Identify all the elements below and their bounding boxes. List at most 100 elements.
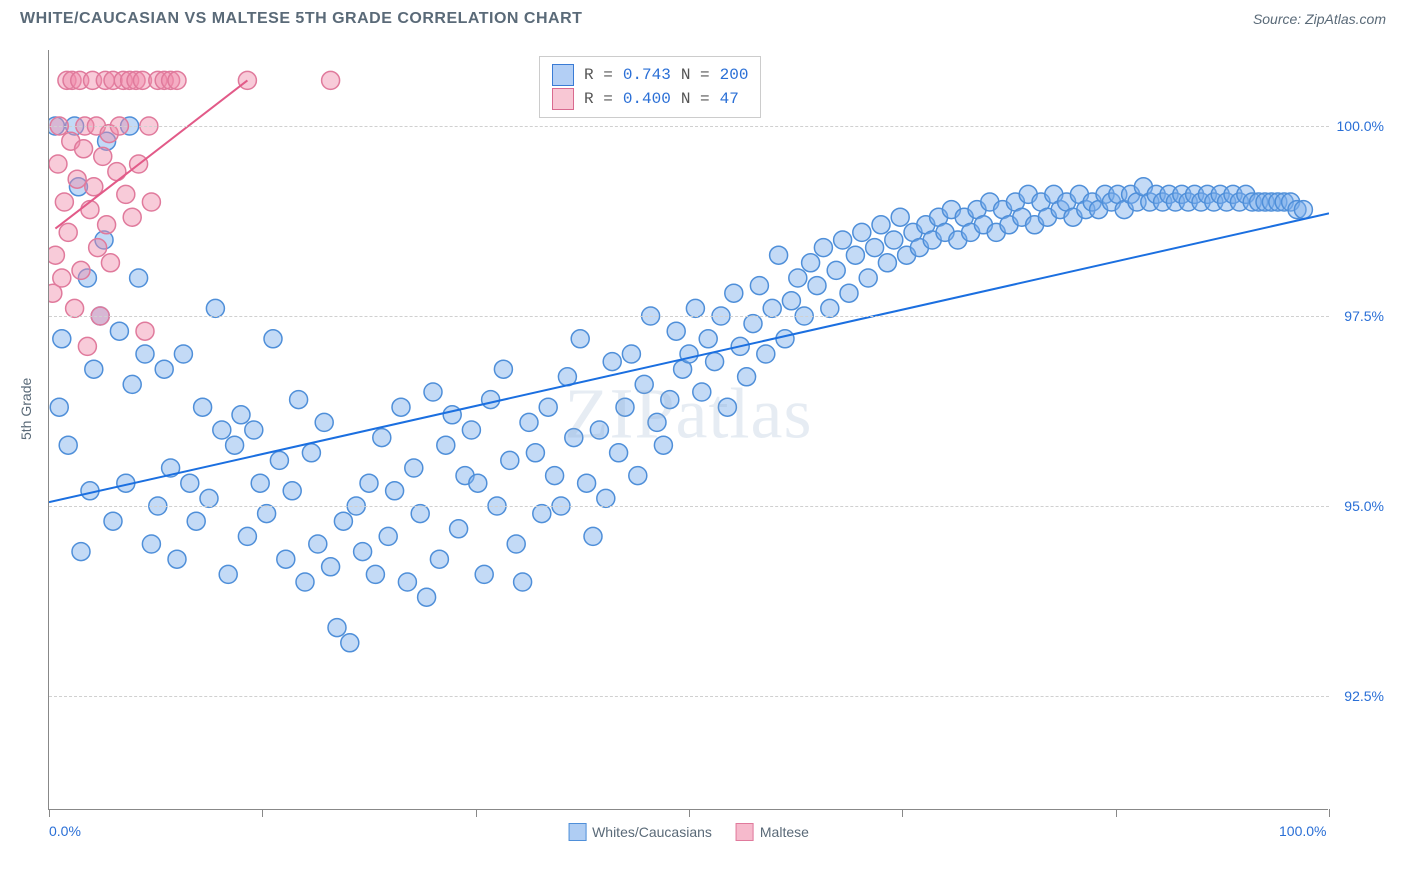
data-point [808, 277, 826, 295]
data-point [50, 398, 68, 416]
x-tick [49, 809, 50, 817]
x-tick-label: 100.0% [1279, 823, 1326, 839]
legend-swatch [552, 88, 574, 110]
data-point [206, 299, 224, 317]
data-point [597, 489, 615, 507]
legend-swatch [568, 823, 586, 841]
data-point [251, 474, 269, 492]
data-point [117, 185, 135, 203]
data-point [814, 239, 832, 257]
data-point [379, 527, 397, 545]
data-point [802, 254, 820, 272]
data-point [101, 254, 119, 272]
data-point [309, 535, 327, 553]
data-point [123, 208, 141, 226]
data-point [411, 505, 429, 523]
data-point [738, 368, 756, 386]
data-point [590, 421, 608, 439]
y-tick-label: 95.0% [1330, 498, 1384, 514]
data-point [725, 284, 743, 302]
data-point [181, 474, 199, 492]
stat-r-label: R = [584, 63, 613, 87]
data-point [168, 71, 186, 89]
data-point [59, 436, 77, 454]
data-point [94, 147, 112, 165]
data-point [142, 193, 160, 211]
stat-n-value: 200 [720, 63, 749, 87]
data-point [494, 360, 512, 378]
plot-area: ZIPatlas R = 0.743 N = 200 R = 0.400 N =… [48, 50, 1328, 810]
data-point [155, 360, 173, 378]
data-point [789, 269, 807, 287]
data-point [360, 474, 378, 492]
data-point [386, 482, 404, 500]
data-point [834, 231, 852, 249]
data-point [136, 345, 154, 363]
data-point [443, 406, 461, 424]
data-point [878, 254, 896, 272]
stats-row: R = 0.400 N = 47 [552, 87, 748, 111]
data-point [514, 573, 532, 591]
data-point [232, 406, 250, 424]
data-point [744, 315, 762, 333]
x-tick [1329, 809, 1330, 817]
data-point [475, 565, 493, 583]
data-point [610, 444, 628, 462]
data-point [546, 467, 564, 485]
x-tick [476, 809, 477, 817]
data-point [763, 299, 781, 317]
data-point [322, 71, 340, 89]
data-point [539, 398, 557, 416]
data-point [706, 353, 724, 371]
data-point [648, 413, 666, 431]
stat-n-label: N = [681, 87, 710, 111]
data-point [219, 565, 237, 583]
gridline [49, 126, 1329, 127]
data-point [72, 261, 90, 279]
data-point [72, 543, 90, 561]
x-tick [1116, 809, 1117, 817]
data-point [571, 330, 589, 348]
data-point [130, 269, 148, 287]
data-point [258, 505, 276, 523]
data-point [450, 520, 468, 538]
data-point [89, 239, 107, 257]
stats-box: R = 0.743 N = 200 R = 0.400 N = 47 [539, 56, 761, 118]
data-point [270, 451, 288, 469]
data-point [245, 421, 263, 439]
data-point [81, 201, 99, 219]
x-tick [689, 809, 690, 817]
data-point [430, 550, 448, 568]
legend-label: Whites/Caucasians [592, 824, 712, 840]
data-point [565, 429, 583, 447]
data-point [200, 489, 218, 507]
data-point [629, 467, 647, 485]
data-point [238, 527, 256, 545]
legend-swatch [736, 823, 754, 841]
data-point [66, 299, 84, 317]
data-point [49, 155, 67, 173]
data-point [654, 436, 672, 454]
gridline [49, 506, 1329, 507]
x-tick [262, 809, 263, 817]
data-point [213, 421, 231, 439]
data-point [770, 246, 788, 264]
data-point [354, 543, 372, 561]
data-point [110, 322, 128, 340]
data-point [405, 459, 423, 477]
data-point [398, 573, 416, 591]
legend-item: Maltese [736, 823, 809, 841]
data-point [322, 558, 340, 576]
data-point [885, 231, 903, 249]
legend-swatch [552, 64, 574, 86]
data-point [264, 330, 282, 348]
data-point [603, 353, 621, 371]
data-point [296, 573, 314, 591]
data-point [49, 246, 64, 264]
data-point [418, 588, 436, 606]
data-point [622, 345, 640, 363]
data-point [366, 565, 384, 583]
data-point [315, 413, 333, 431]
legend-item: Whites/Caucasians [568, 823, 712, 841]
chart-title: WHITE/CAUCASIAN VS MALTESE 5TH GRADE COR… [20, 10, 582, 28]
